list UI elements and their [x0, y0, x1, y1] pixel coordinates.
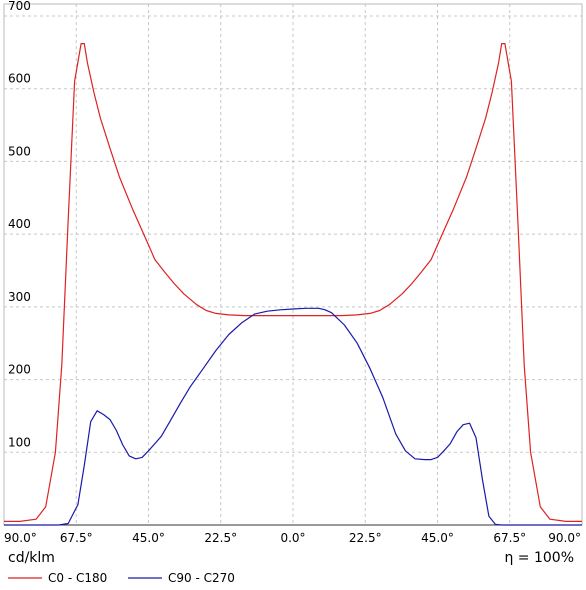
series-lines	[4, 42, 582, 526]
y-tick-label: 300	[8, 290, 31, 304]
x-tick-label: 90.0°	[4, 531, 37, 545]
y-tick-label: 600	[8, 72, 31, 86]
x-tick-label: 67.5°	[493, 531, 526, 545]
y-tick-label: 200	[8, 363, 31, 377]
axes	[3, 3, 583, 526]
y-tick-label: 700	[8, 0, 31, 13]
legend-label-c90: C90 - C270	[168, 571, 235, 585]
x-tick-label: 22.5°	[204, 531, 237, 545]
unit-label: cd/klm	[8, 550, 55, 566]
y-tick-label: 100	[8, 435, 31, 449]
efficiency-label: η = 100%	[504, 550, 574, 566]
y-tick-label: 500	[8, 144, 31, 158]
x-tick-labels: 90.0° 67.5° 45.0° 22.5° 0.0° 22.5° 45.0° 67.5° 9…	[4, 531, 581, 545]
x-tick-label: 90.0°	[548, 531, 581, 545]
y-tick-label: 400	[8, 217, 31, 231]
series-line-c0-c180	[4, 42, 582, 523]
x-tick-label: 67.5°	[60, 531, 93, 545]
x-tick-label: 45.0°	[421, 531, 454, 545]
x-tick-label: 45.0°	[132, 531, 165, 545]
grid	[4, 4, 582, 525]
x-tick-label: 0.0°	[280, 531, 305, 545]
legend: C0 - C180 C90 - C270	[8, 571, 235, 585]
legend-label-c0: C0 - C180	[48, 571, 107, 585]
y-tick-labels: 100 200 300 400 500 600 700	[8, 0, 31, 449]
x-tick-label: 22.5°	[349, 531, 382, 545]
series-line-c90-c270	[4, 307, 582, 526]
